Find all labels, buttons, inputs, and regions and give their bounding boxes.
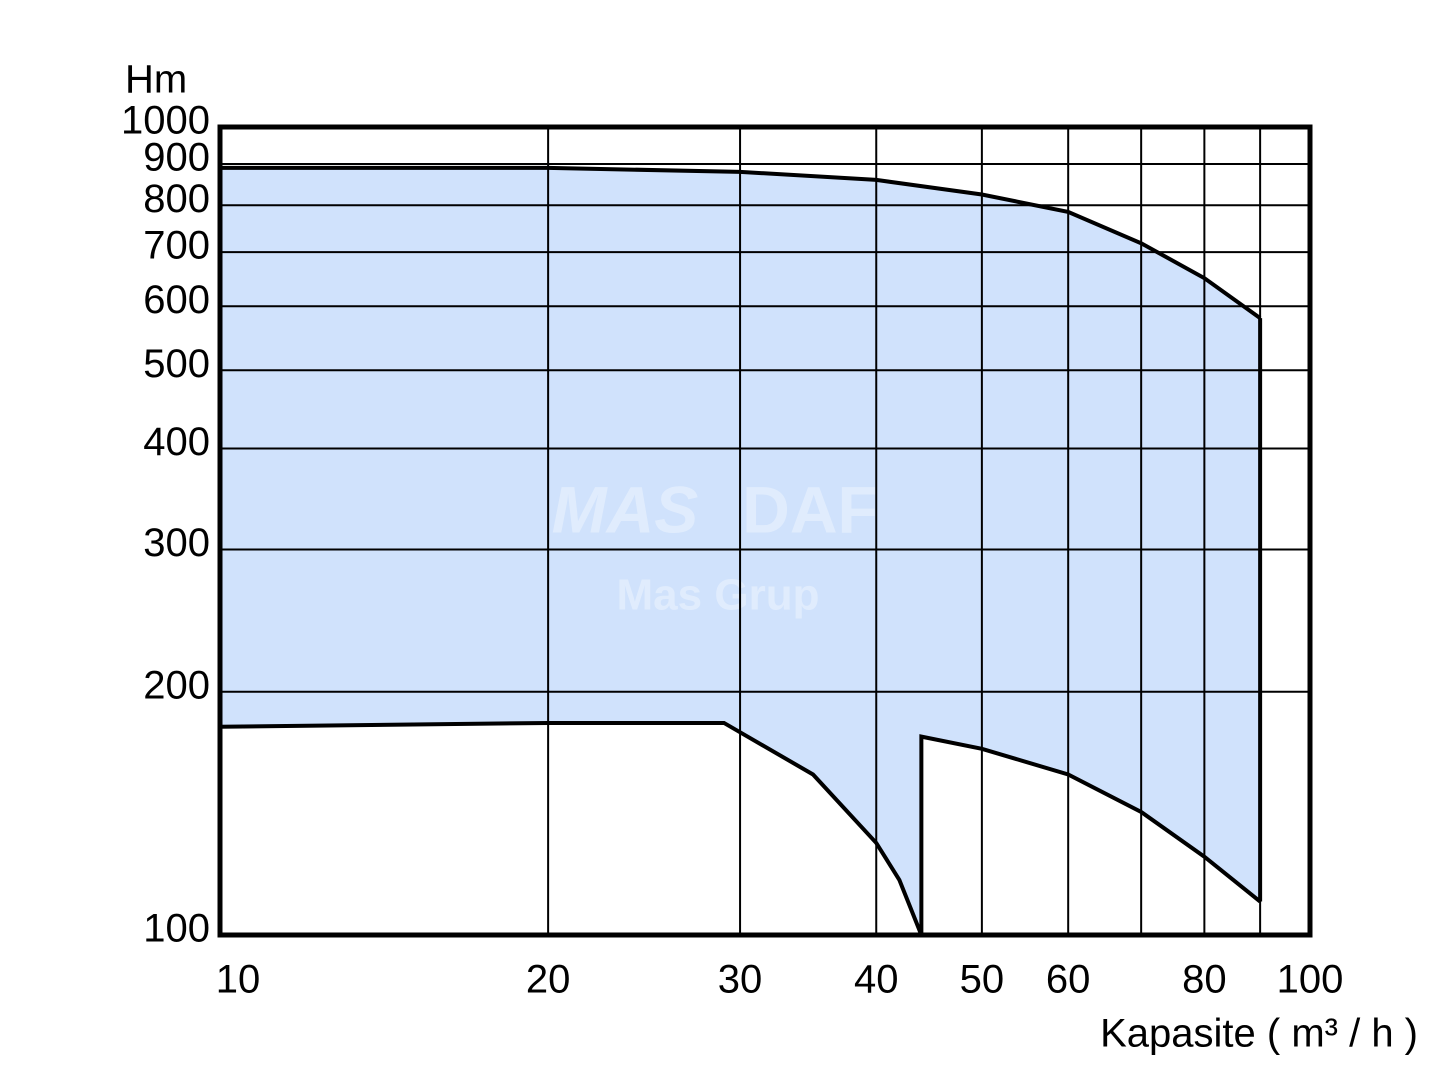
watermark-text: Mas Grup [617,571,820,620]
watermark: MAS DAF Mas Grup [552,472,878,619]
y-tick-label: 400 [143,420,210,464]
y-tick-label: 500 [143,342,210,386]
x-tick-label: 80 [1182,958,1227,1002]
upper-curve [220,165,1262,320]
watermark-text: DAF [742,472,878,546]
x-tick-label: 50 [960,958,1005,1002]
x-tick-label: 100 [1277,958,1344,1002]
watermark-text: MAS [552,472,699,546]
y-tick-label: 600 [143,278,210,322]
y-tick-label: 300 [143,521,210,565]
y-tick-label: 700 [143,224,210,268]
y-tick-label: 200 [143,663,210,707]
y-tick-label: 100 [143,907,210,951]
y-tick-label: 800 [143,177,210,221]
y-tick-label: 1000 [121,99,210,143]
x-tick-label: 10 [216,958,261,1002]
y-tick-label: 900 [143,136,210,180]
x-tick-label: 40 [854,958,899,1002]
y-axis-label: Hm [125,58,187,102]
x-axis-label: Kapasite ( m³ / h ) [1100,1012,1418,1056]
x-tick-label: 30 [718,958,763,1002]
plot-frame [217,124,1313,938]
x-tick-label: 60 [1046,958,1091,1002]
x-tick-label: 20 [526,958,571,1002]
